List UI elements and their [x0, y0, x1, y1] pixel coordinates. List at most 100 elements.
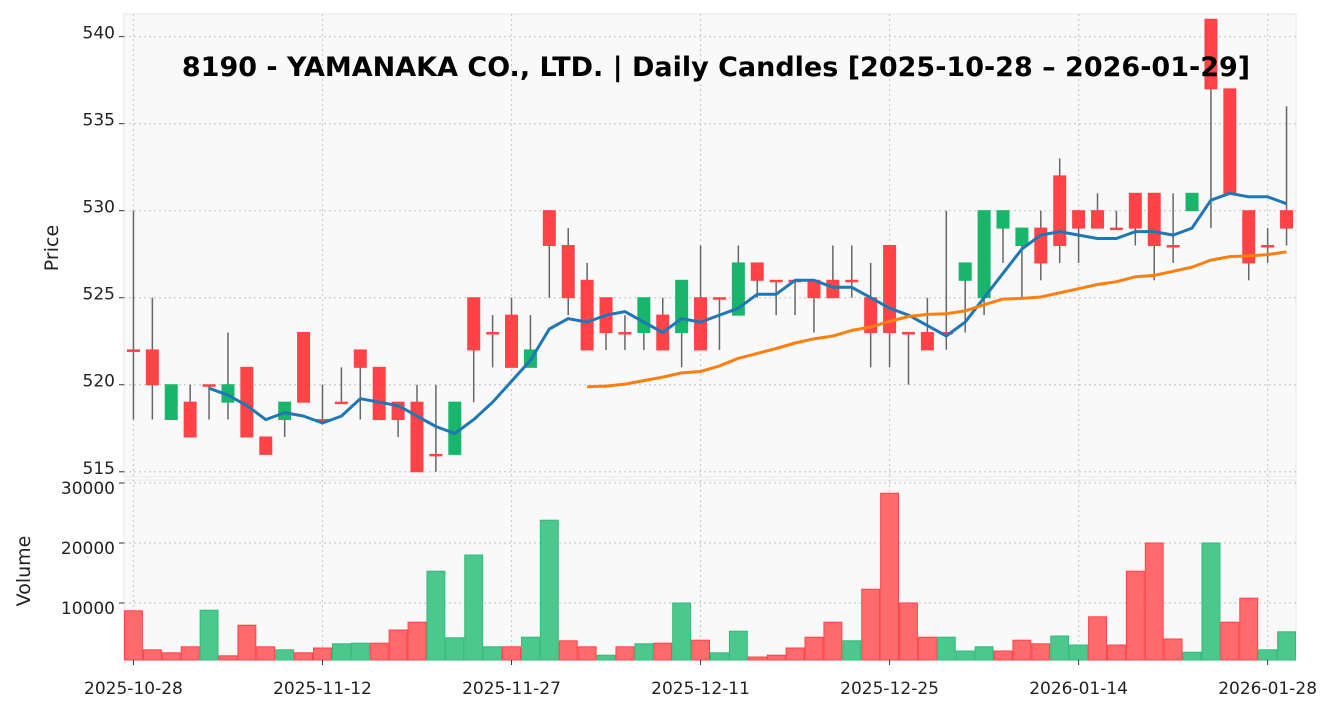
volume-bar: [237, 624, 257, 661]
volume-bar: [1239, 597, 1259, 661]
candle-body-up: [731, 262, 745, 316]
moving-averages: [208, 191, 1288, 435]
candle-body-down: [1091, 210, 1105, 229]
x-tick-label: 2026-01-28: [1218, 679, 1317, 699]
volume-bar: [199, 609, 219, 661]
candle-body-down: [750, 262, 764, 281]
volume-bar: [350, 642, 370, 661]
candle-body-down: [1166, 245, 1180, 248]
x-tick-label: 2025-11-27: [462, 679, 561, 699]
volume-bar: [596, 654, 616, 661]
volume-bar: [256, 646, 276, 661]
volume-bar: [577, 646, 597, 661]
price-tick-label: 540: [83, 24, 115, 44]
candle-body-down: [561, 245, 575, 299]
ma5-line: [208, 191, 1288, 435]
x-tick-label: 2025-12-11: [651, 679, 750, 699]
x-tick-label: 2025-12-25: [840, 679, 939, 699]
volume-bar: [294, 652, 314, 661]
volume-bar: [331, 643, 351, 661]
candle-body-down: [334, 401, 348, 405]
price-tick-label: 520: [83, 372, 115, 392]
ma25-line: [587, 250, 1287, 389]
volume-tick-label: 10000: [61, 599, 115, 619]
candle-body-up: [164, 384, 178, 421]
volume-bar: [520, 636, 540, 661]
candle-body-down: [1053, 175, 1067, 247]
volume-bar: [369, 642, 389, 661]
volume-bars: [124, 492, 1297, 661]
volume-bar: [785, 647, 805, 661]
candle-body-up: [278, 401, 292, 421]
x-tick-label: 2026-01-14: [1029, 679, 1128, 699]
volume-bar: [313, 647, 332, 661]
volume-bar: [142, 649, 162, 661]
candle-body-down: [353, 349, 367, 368]
candle-body-down: [1072, 210, 1086, 229]
candle-body-up: [637, 297, 651, 334]
volume-bar: [823, 621, 843, 661]
volume-bar: [275, 649, 295, 661]
candle-body-down: [202, 384, 216, 387]
volume-bar: [1277, 631, 1297, 661]
candle-body-down: [1204, 18, 1218, 90]
volume-bar: [974, 646, 994, 661]
volume-bar: [218, 655, 238, 661]
volume-bar: [180, 646, 200, 661]
volume-bar: [936, 636, 956, 661]
axes: 515 520 525 530 535 540 10000 20000 30000 2025-10…: [61, 24, 1317, 699]
candle-body-down: [1280, 210, 1294, 229]
volume-bar: [1125, 570, 1145, 661]
candle-body-down: [1109, 227, 1123, 231]
candle-body-down: [920, 332, 934, 351]
candle-body-down: [486, 332, 500, 335]
volume-bar: [917, 636, 937, 661]
volume-bar: [388, 629, 408, 661]
price-tick-label: 525: [83, 285, 115, 305]
candle-body-up: [996, 210, 1010, 229]
x-tick-label: 2025-10-28: [84, 679, 183, 699]
x-tick-label: 2025-11-12: [273, 679, 372, 699]
candle-body-down: [1128, 192, 1142, 229]
volume-bar: [407, 621, 427, 661]
volume-bar: [1012, 639, 1032, 661]
volume-bar: [955, 650, 975, 661]
candle-body-down: [297, 332, 311, 403]
volume-bar: [464, 554, 484, 661]
candle-body-up: [1185, 192, 1199, 212]
volume-bar: [1106, 644, 1126, 661]
volume-panel: [123, 479, 1297, 661]
volume-bar: [993, 650, 1013, 661]
candle-body-down: [126, 349, 140, 352]
volume-axis-label: Volume: [13, 536, 35, 607]
volume-bar: [502, 646, 521, 661]
volume-bar: [710, 652, 729, 661]
price-axis-label: Price: [41, 225, 63, 271]
candle-body-down: [505, 314, 519, 368]
candle-body-down: [618, 332, 632, 335]
volume-bar: [1182, 651, 1202, 661]
volume-bar: [161, 652, 181, 661]
volume-bar: [1201, 542, 1221, 661]
volume-bar: [1031, 643, 1051, 661]
volume-bar: [1088, 616, 1107, 661]
volume-bar: [804, 636, 824, 661]
volume-tick-label: 30000: [61, 479, 115, 499]
volume-bar: [653, 642, 673, 661]
candle-body-down: [694, 297, 708, 351]
candle-body-up: [675, 279, 689, 334]
price-tick-label: 515: [83, 459, 115, 479]
candle-body-down: [467, 297, 481, 351]
volume-bar: [691, 639, 711, 661]
candle-body-down: [769, 279, 783, 283]
candle-body-down: [580, 279, 594, 351]
candle-body-up: [448, 401, 462, 455]
candle-body-up: [958, 262, 972, 281]
volume-bar: [1144, 542, 1164, 661]
candle-body-down: [826, 279, 840, 299]
candle-body-down: [145, 349, 159, 386]
volume-bar: [861, 588, 881, 661]
volume-bar: [445, 637, 465, 661]
candle-body-up: [977, 210, 991, 299]
